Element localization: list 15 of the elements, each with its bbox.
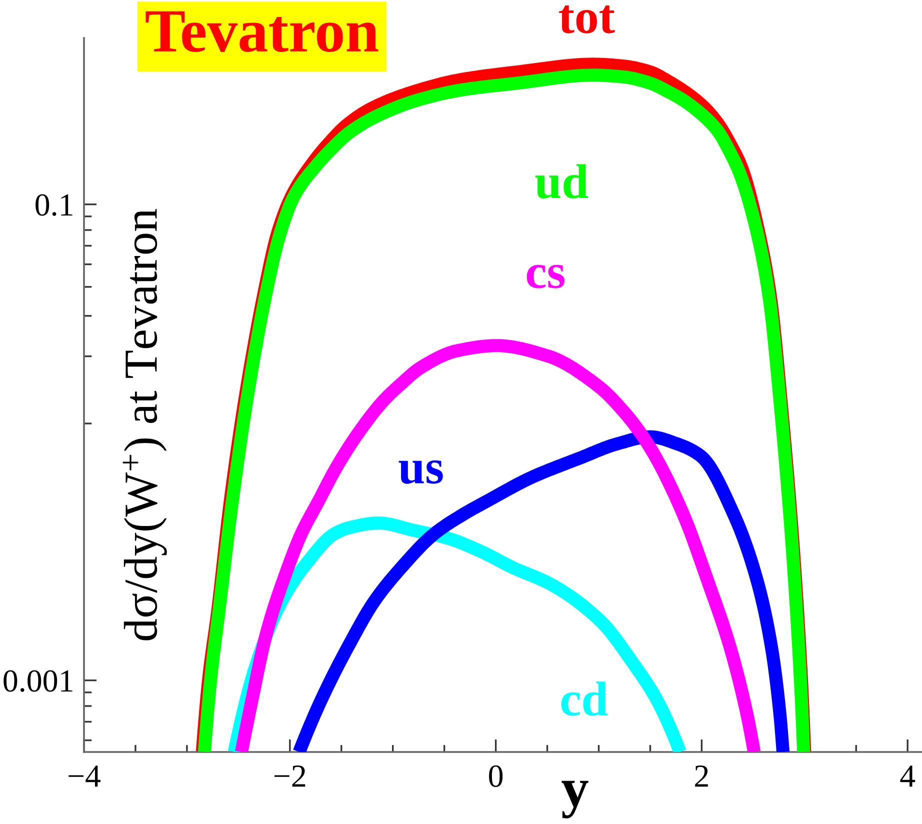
x-tick-label: −4 [68,766,100,787]
chart-title: Tevatron [146,11,378,52]
x-tick-label: 0 [489,765,503,787]
y-tick-label: 0.1 [36,194,72,216]
series-label: ud [535,164,588,199]
y-tick-label: 0.001 [4,670,72,692]
x-tick-label: −2 [274,766,306,787]
series-label: us [398,460,443,484]
series-label: tot [559,5,615,34]
series-label: cs [526,264,564,288]
x-tick-label: 4 [900,766,916,787]
x-axis-title: y [562,780,588,818]
series-label: cd [561,682,608,716]
y-axis-title: dσ/dy(W$^{+}$) at Tevatron [122,209,167,640]
x-tick-label: 2 [695,766,708,787]
